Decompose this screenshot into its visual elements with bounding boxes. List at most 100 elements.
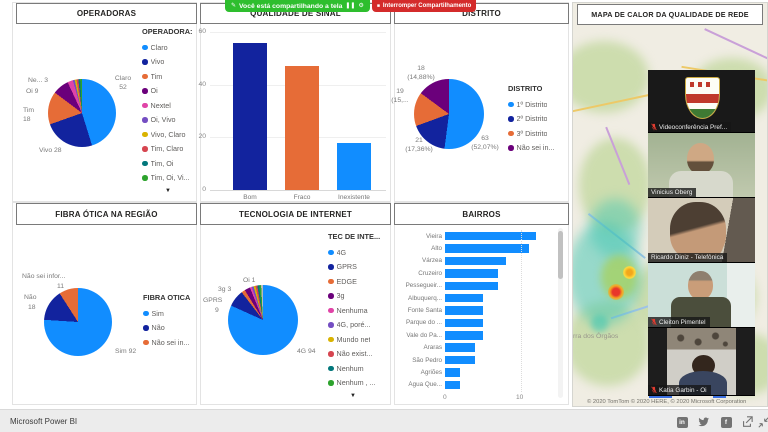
legend-item[interactable]: Não sei in...: [508, 141, 554, 156]
bairro-bar[interactable]: [445, 331, 483, 340]
pie-label-4g: 4G 94: [297, 348, 316, 357]
bairros-header: BAIRROS: [394, 203, 569, 225]
bairro-row: Agriões: [398, 366, 562, 378]
sharing-status-text: Você está compartilhando a tela: [239, 2, 343, 10]
operadoras-pie[interactable]: [48, 79, 116, 147]
participant-video-logo[interactable]: Videoconferência Pref...: [648, 70, 755, 133]
participant-face: [692, 355, 715, 376]
bairro-bar[interactable]: [445, 231, 537, 241]
bairro-bar[interactable]: [445, 355, 476, 365]
bairro-label: Vieira: [426, 232, 442, 240]
pie-label-naosei-value: 11: [57, 283, 64, 292]
share-icon[interactable]: [741, 416, 753, 428]
legend-dot-icon: [142, 44, 148, 50]
fit-to-screen-icon[interactable]: [757, 416, 768, 428]
legend-item[interactable]: 4G: [328, 245, 380, 260]
legend-item[interactable]: Oi, Vivo: [142, 113, 193, 128]
bairro-bar[interactable]: [445, 293, 483, 303]
twitter-icon[interactable]: [698, 416, 710, 428]
legend-label: Mundo net: [336, 334, 371, 344]
legend-item[interactable]: Tim, Oi, Vi...: [142, 171, 193, 186]
bairro-label: Água Que...: [408, 381, 442, 389]
legend-item[interactable]: Vivo: [142, 55, 193, 70]
legend-item[interactable]: 3º Distrito: [508, 126, 554, 141]
legend-item[interactable]: Tim, Claro: [142, 142, 193, 157]
legend-item[interactable]: Vivo, Claro: [142, 127, 193, 142]
legend-item[interactable]: GPRS: [328, 260, 380, 275]
bairro-bar[interactable]: [445, 306, 483, 315]
bairro-bar[interactable]: [445, 244, 529, 253]
pie-label-pct: (17,36%): [405, 145, 433, 153]
bairro-bar[interactable]: [445, 269, 499, 278]
legend-item[interactable]: 2º Distrito: [508, 112, 554, 127]
bairro-label: São Pedro: [412, 356, 442, 364]
legend-item[interactable]: Mundo net: [328, 332, 380, 347]
fibra-pie[interactable]: [44, 288, 112, 356]
stop-share-button[interactable]: ■ Interromper Compartilhamento: [371, 0, 477, 12]
participant-name: Vinicius Oberg: [651, 189, 693, 196]
heat-hotspot: [608, 284, 624, 300]
legend-dot-icon: [142, 117, 148, 123]
room-detail: [672, 330, 730, 350]
legend-scroll-down-icon[interactable]: ▼: [165, 188, 171, 194]
legend-item[interactable]: Oi: [142, 84, 193, 99]
bairro-bar[interactable]: [445, 380, 461, 390]
legend-dot-icon: [142, 146, 148, 152]
legend-item[interactable]: Nenhum , ...: [328, 376, 380, 391]
bairro-label: Pessegueir...: [405, 282, 442, 290]
legend-item[interactable]: Claro: [142, 40, 193, 55]
participant-video[interactable]: Cleiton Pimentel: [648, 263, 755, 328]
bairro-bar[interactable]: [445, 343, 476, 352]
legend-item[interactable]: 3g: [328, 289, 380, 304]
legend-item[interactable]: Tim: [142, 69, 193, 84]
legend-item[interactable]: Não: [143, 321, 190, 336]
pie-label-text: GPRS: [203, 297, 223, 304]
participant-video[interactable]: Katia Garbin - Oi: [648, 328, 755, 396]
legend-label: Nenhum: [336, 363, 364, 373]
legend-item[interactable]: Sim: [143, 306, 190, 321]
bairros-scrollbar-track[interactable]: [558, 228, 563, 398]
legend-item[interactable]: Nenhuma: [328, 303, 380, 318]
distrito-legend: DISTRITO 1º Distrito 2º Distrito 3º Distri…: [508, 84, 554, 155]
bairro-bar[interactable]: [445, 281, 499, 290]
facebook-icon[interactable]: f: [720, 416, 732, 428]
legend-item[interactable]: Não exist...: [328, 347, 380, 362]
legend-dot-icon: [328, 351, 334, 357]
distrito-pie[interactable]: [414, 79, 484, 149]
legend-label: Nenhuma: [336, 305, 368, 315]
tecnologia-pie[interactable]: [228, 285, 298, 355]
bairro-bar[interactable]: [445, 318, 483, 328]
legend-item[interactable]: Nenhum: [328, 361, 380, 376]
bar-fraco[interactable]: [285, 66, 319, 190]
bar-inexistente[interactable]: [337, 142, 371, 190]
legend-item[interactable]: 1º Distrito: [508, 97, 554, 112]
participant-name: Cleiton Pimentel: [659, 318, 706, 326]
legend-item[interactable]: Nextel: [142, 98, 193, 113]
pie-label-value: 19: [396, 88, 404, 95]
tecnologia-legend: TEC DE INTE... 4G GPRS EDGE 3g Nenhuma 4G, po…: [328, 232, 380, 390]
linkedin-icon[interactable]: in: [676, 416, 688, 428]
pause-share-icon[interactable]: ❚❚: [345, 3, 356, 9]
legend-item[interactable]: Não sei in...: [143, 335, 190, 350]
legend-item[interactable]: EDGE: [328, 274, 380, 289]
operadoras-header: OPERADORAS: [16, 3, 197, 24]
legend-label: Nenhum , ...: [336, 378, 376, 388]
pie-label-text: Oi 1: [243, 277, 256, 284]
bairros-scrollbar-thumb[interactable]: [558, 231, 563, 279]
annotate-icon[interactable]: ✎: [231, 3, 237, 9]
legend-item[interactable]: Tim, Oi: [142, 156, 193, 171]
pie-label-value: 9: [215, 307, 219, 314]
bairro-bar[interactable]: [445, 368, 461, 377]
legend-label: 3º Distrito: [516, 128, 548, 138]
pie-label-gprs-value: 9: [215, 307, 219, 316]
bar-bom[interactable]: [233, 42, 267, 190]
legend-item[interactable]: 4G, poré...: [328, 318, 380, 333]
participant-video[interactable]: Vinicius Oberg: [648, 133, 755, 198]
share-settings-icon[interactable]: ⚙: [358, 3, 364, 9]
bairro-bar[interactable]: [445, 256, 506, 266]
participant-video[interactable]: Ricardo Diniz - Telefônica: [648, 198, 755, 263]
legend-scroll-down-icon[interactable]: ▼: [350, 393, 356, 399]
bairro-row: Água Que...: [398, 379, 562, 391]
gridline: [210, 190, 386, 191]
